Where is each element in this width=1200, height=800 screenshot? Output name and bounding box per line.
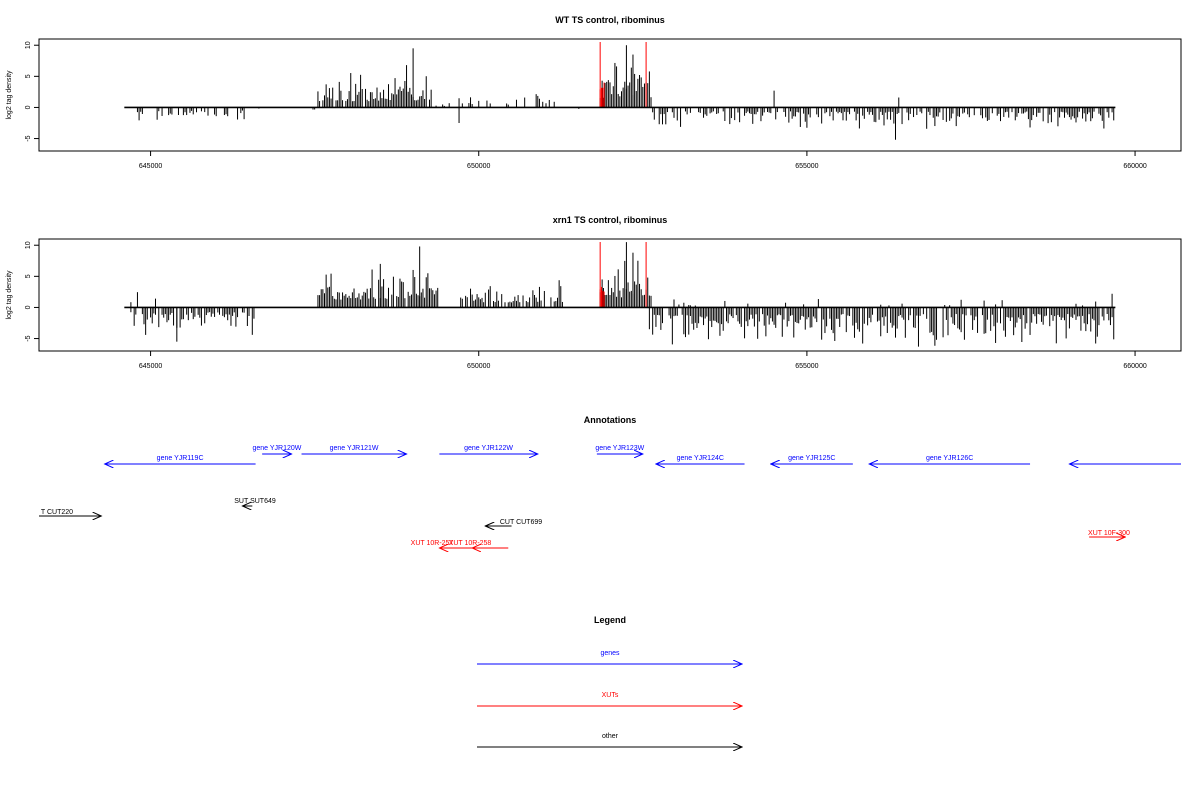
xrn1-track-x-axis: 645000 650000 655000 660000 bbox=[139, 351, 1147, 370]
y-tick-label: 0 bbox=[25, 305, 32, 309]
xrn1-track-bars bbox=[130, 242, 1115, 347]
y-tick-label: 0 bbox=[25, 105, 32, 109]
annotation-arrows: gene YJR119C gene YJR120W gene YJR121W gene… bbox=[39, 445, 1181, 548]
xrn1-track-highlights bbox=[599, 242, 647, 308]
wt-track-bars bbox=[136, 45, 1115, 140]
annotation-label: T CUT220 bbox=[41, 509, 73, 516]
x-tick-label: 650000 bbox=[467, 363, 490, 370]
annotation-label: gene YJR122W bbox=[464, 445, 513, 452]
y-tick-label: 10 bbox=[25, 41, 32, 49]
wt-track-title: WT TS control, ribominus bbox=[555, 15, 665, 25]
x-tick-label: 655000 bbox=[795, 163, 818, 170]
legend: genes XUTs other bbox=[477, 650, 742, 747]
wt-track-ylabel: log2 tag density bbox=[6, 70, 13, 120]
x-tick-label: 645000 bbox=[139, 163, 162, 170]
y-tick-label: -5 bbox=[25, 335, 32, 341]
xrn1-track-panel: xrn1 TS control, ribominus log2 tag dens… bbox=[6, 215, 1182, 370]
x-tick-label: 660000 bbox=[1123, 363, 1146, 370]
y-tick-label: 5 bbox=[25, 74, 32, 78]
annotation-label: gene YJR120W bbox=[252, 445, 301, 452]
legend-title: Legend bbox=[594, 615, 626, 625]
annotation-label: SUT SUT649 bbox=[234, 498, 276, 505]
x-tick-label: 645000 bbox=[139, 363, 162, 370]
legend-label-XUTs: XUTs bbox=[602, 692, 619, 699]
annotation-label: gene YJR124C bbox=[677, 455, 724, 462]
y-tick-label: 5 bbox=[25, 274, 32, 278]
annotation-label: XUT 10F-300 bbox=[1088, 530, 1130, 537]
y-tick-label: 10 bbox=[25, 241, 32, 249]
y-tick-label: -5 bbox=[25, 135, 32, 141]
annotation-label: gene YJR121W bbox=[330, 445, 379, 452]
x-tick-label: 655000 bbox=[795, 363, 818, 370]
wt-track-x-axis: 645000 650000 655000 660000 bbox=[139, 151, 1147, 170]
annotation-label: XUT 10R-258 bbox=[449, 540, 492, 547]
legend-label-other: other bbox=[602, 733, 619, 740]
annotations-title: Annotations bbox=[584, 415, 637, 425]
wt-track-y-axis: -5 0 5 10 bbox=[25, 41, 39, 142]
annotation-label: CUT CUT699 bbox=[500, 519, 542, 526]
x-tick-label: 650000 bbox=[467, 163, 490, 170]
x-tick-label: 660000 bbox=[1123, 163, 1146, 170]
legend-label-genes: genes bbox=[600, 650, 620, 657]
annotation-label: gene YJR123W bbox=[595, 445, 644, 452]
wt-track-panel: WT TS control, ribominus log2 tag densit… bbox=[6, 15, 1182, 170]
annotation-label: gene YJR126C bbox=[926, 455, 973, 462]
annotation-label: gene YJR125C bbox=[788, 455, 835, 462]
annotation-label: gene YJR119C bbox=[157, 455, 204, 462]
annotation-label: XUT 10R-257 bbox=[411, 540, 454, 547]
xrn1-track-ylabel: log2 tag density bbox=[6, 270, 13, 320]
wt-track-highlights bbox=[599, 42, 647, 108]
xrn1-track-title: xrn1 TS control, ribominus bbox=[553, 215, 668, 225]
xrn1-track-frame bbox=[38, 238, 1182, 352]
xrn1-track-y-axis: -5 0 5 10 bbox=[25, 241, 39, 342]
wt-track-frame bbox=[38, 38, 1182, 152]
